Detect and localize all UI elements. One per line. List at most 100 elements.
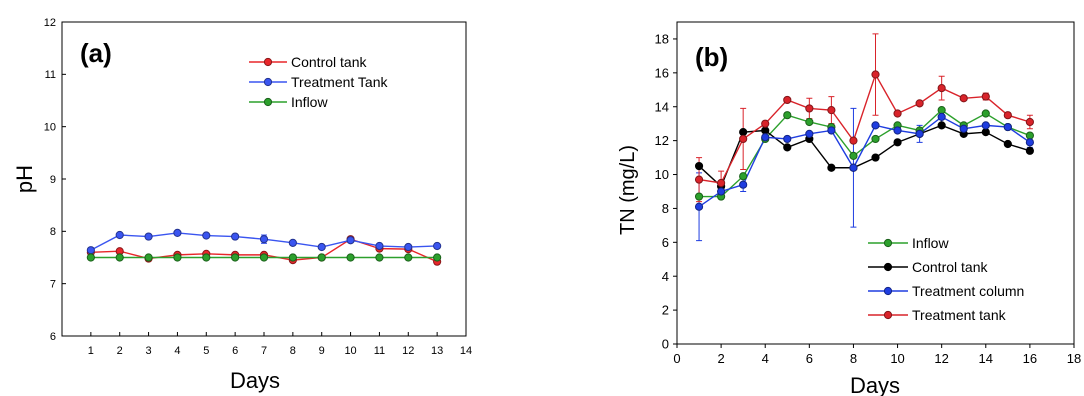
data-point <box>827 126 836 135</box>
data-point <box>871 134 880 144</box>
data-point <box>871 121 880 130</box>
data-point <box>871 70 880 79</box>
data-point <box>144 253 153 262</box>
y-tick-label: 14 <box>655 99 669 114</box>
x-tick-label: 2 <box>117 345 123 357</box>
data-point <box>761 119 770 128</box>
data-point <box>959 124 968 133</box>
data-point <box>1025 117 1034 127</box>
data-point <box>761 126 770 135</box>
data-point <box>827 106 836 115</box>
x-tick-label: 11 <box>374 345 385 357</box>
x-tick-label: 10 <box>344 345 356 357</box>
y-tick-label: 12 <box>44 17 56 29</box>
data-point <box>827 163 836 172</box>
data-point <box>893 138 902 147</box>
data-point <box>346 253 355 262</box>
y-tick-label: 6 <box>50 331 56 343</box>
legend-label: Treatment Tank <box>291 74 388 90</box>
data-point <box>259 253 269 262</box>
data-point <box>937 83 946 93</box>
data-point <box>1003 122 1012 132</box>
data-point <box>694 161 704 171</box>
legend-label: Control tank <box>291 54 367 70</box>
chart-panel-b: (b) Days TN (mg/L) 0 2 4 6 8 10 12 14 16 18 0 2 4 6 8 1… <box>617 21 1082 396</box>
data-point <box>893 126 902 135</box>
y-tick-label: 9 <box>50 174 56 186</box>
data-point <box>761 133 770 142</box>
data-point <box>915 99 924 108</box>
x-tick-label: 9 <box>319 345 325 357</box>
legend-label: Inflow <box>912 235 949 251</box>
y-tick-label: 4 <box>662 269 669 284</box>
x-tick-label: 16 <box>1023 351 1037 366</box>
data-point <box>115 253 124 262</box>
data-point <box>717 178 726 188</box>
data-point <box>893 109 902 118</box>
y-tick-label: 0 <box>662 337 669 352</box>
data-point <box>1025 138 1034 147</box>
y-tick-label: 10 <box>655 167 669 182</box>
legend-swatch-marker <box>883 238 893 248</box>
data-point <box>915 129 924 138</box>
data-point <box>288 238 297 247</box>
data-point <box>346 236 355 245</box>
y-axis-label: pH <box>12 165 37 193</box>
x-tick-label: 4 <box>174 345 180 357</box>
data-point <box>259 235 269 244</box>
x-tick-label: 2 <box>717 351 724 366</box>
x-tick-label: 13 <box>431 345 443 357</box>
y-axis-label: TN (mg/L) <box>617 145 639 235</box>
legend-swatch-marker <box>263 57 273 67</box>
data-point <box>783 134 792 144</box>
data-point <box>173 228 182 238</box>
legend-swatch-marker <box>883 286 893 296</box>
y-tick-label: 8 <box>50 226 56 238</box>
data-point <box>144 232 153 241</box>
data-point <box>231 253 240 262</box>
data-point <box>86 253 95 262</box>
data-point <box>783 143 792 152</box>
series-line <box>698 72 1031 184</box>
data-point <box>849 136 858 145</box>
data-point <box>1025 146 1034 155</box>
legend: Inflow Control tank Treatment column Treatm… <box>868 235 1024 323</box>
data-point <box>805 129 814 138</box>
data-point <box>739 180 748 189</box>
x-tick-label: 14 <box>460 345 472 357</box>
legend-label: Treatment column <box>912 283 1024 299</box>
data-point <box>783 111 792 120</box>
axis-ticks: 0 2 4 6 8 10 12 14 16 18 0 2 4 6 8 10 12 14 16 18 <box>655 31 1082 366</box>
y-tick-label: 12 <box>655 133 669 148</box>
data-point <box>404 253 413 262</box>
data-point <box>433 241 442 251</box>
data-point <box>981 109 990 118</box>
data-point <box>202 231 211 240</box>
x-tick-label: 8 <box>290 345 296 357</box>
data-point <box>694 175 704 184</box>
data-point <box>231 232 240 241</box>
y-tick-label: 11 <box>45 69 56 81</box>
y-tick-label: 7 <box>50 279 56 291</box>
data-point <box>739 134 748 144</box>
legend: Control tank Treatment Tank Inflow <box>249 54 388 110</box>
data-point <box>404 242 413 252</box>
x-axis-label: Days <box>230 368 280 393</box>
legend-swatch-marker <box>883 310 893 320</box>
x-tick-label: 10 <box>890 351 904 366</box>
data-point <box>937 112 946 122</box>
data-point <box>739 172 748 181</box>
panel-label: (a) <box>80 38 112 68</box>
data-point <box>937 121 946 130</box>
data-point <box>805 117 814 127</box>
x-tick-label: 6 <box>232 345 238 357</box>
data-point <box>317 242 326 252</box>
data-point <box>694 202 704 211</box>
series-lines <box>698 72 1031 208</box>
data-point <box>937 106 946 115</box>
data-point <box>433 253 442 262</box>
data-point <box>694 192 704 201</box>
data-point <box>849 163 858 172</box>
y-tick-label: 16 <box>655 65 669 80</box>
